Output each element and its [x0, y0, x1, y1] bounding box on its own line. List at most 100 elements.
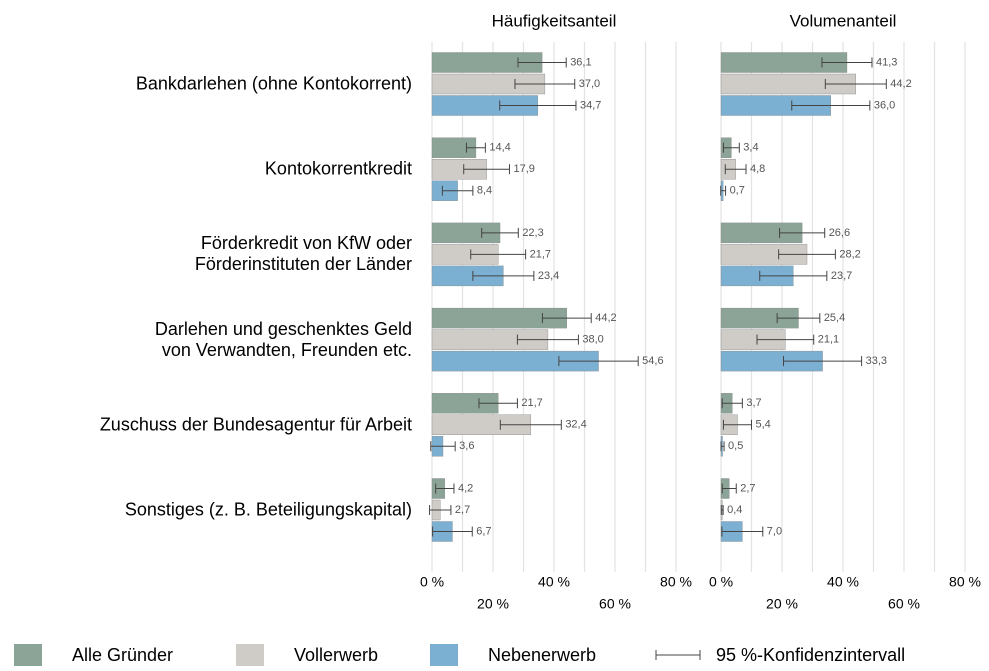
error-bar	[435, 483, 455, 494]
value-label: 41,3	[876, 56, 897, 68]
value-label: 33,3	[866, 355, 887, 367]
value-label: 2,7	[740, 482, 755, 494]
value-label: 6,7	[476, 525, 491, 537]
value-label: 21,7	[521, 397, 542, 409]
x-tick-label: 80 %	[949, 574, 981, 590]
value-label: 0,4	[727, 504, 742, 516]
legend-label: 95 %-Konfidenzintervall	[716, 645, 905, 665]
x-tick-label: 60 %	[888, 596, 920, 612]
legend-label: Alle Gründer	[72, 645, 173, 665]
value-label: 4,2	[458, 482, 473, 494]
x-tick-label: 20 %	[477, 596, 509, 612]
error-bar	[465, 142, 486, 153]
value-label: 37,0	[579, 78, 600, 90]
value-label: 21,1	[818, 334, 839, 346]
legend-label: Nebenerwerb	[488, 645, 596, 665]
error-bar	[558, 356, 639, 367]
x-tick-label: 80 %	[660, 574, 692, 590]
error-bar	[778, 249, 836, 260]
value-label: 2,7	[455, 504, 470, 516]
value-label: 28,2	[839, 248, 860, 260]
x-tick-label: 0 %	[420, 574, 444, 590]
error-bar	[472, 270, 535, 281]
category-label: Zuschuss der Bundesagentur für Arbeit	[99, 414, 412, 435]
panel-title: Volumenanteil	[790, 11, 897, 30]
legend-label: Vollerwerb	[294, 645, 378, 665]
x-tick-label: 0 %	[709, 574, 733, 590]
value-label: 5,4	[756, 419, 771, 431]
value-label: 36,1	[570, 56, 591, 68]
value-label: 26,6	[829, 227, 850, 239]
value-label: 44,2	[890, 78, 911, 90]
legend-swatch	[430, 644, 458, 666]
error-bar	[481, 227, 519, 238]
x-tick-label: 20 %	[766, 596, 798, 612]
error-bar	[514, 79, 576, 89]
error-bar	[759, 270, 828, 281]
legend-swatch	[236, 644, 264, 666]
x-tick-label: 40 %	[538, 574, 570, 590]
error-bar	[791, 100, 871, 111]
category-label: Sonstiges (z. B. Beteiligungskapital)	[124, 499, 412, 520]
value-label: 22,3	[522, 227, 543, 239]
value-label: 36,0	[874, 99, 895, 111]
error-bar	[721, 483, 737, 494]
value-label: 34,7	[580, 99, 601, 111]
error-bar	[499, 100, 577, 111]
value-label: 44,2	[595, 312, 616, 324]
category-label: Bankdarlehen (ohne Kontokorrent)	[135, 73, 412, 94]
category-label: Kontokorrentkredit	[264, 158, 412, 179]
error-bar	[722, 419, 752, 430]
error-bar	[429, 505, 452, 515]
error-bar	[478, 398, 518, 409]
value-label: 32,4	[565, 419, 586, 431]
value-label: 3,6	[459, 440, 474, 452]
value-label: 4,8	[750, 163, 765, 175]
value-label: 21,7	[530, 248, 551, 260]
value-label: 3,4	[743, 142, 758, 154]
error-bar	[721, 398, 743, 409]
error-bar	[720, 185, 727, 196]
value-label: 8,4	[477, 185, 492, 197]
value-label: 23,4	[538, 270, 559, 282]
category-label: Darlehen und geschenktes Geld von Verwan…	[154, 318, 412, 360]
error-bar	[432, 526, 473, 537]
error-bar	[821, 57, 873, 68]
error-bar	[721, 526, 764, 537]
error-bar	[779, 227, 826, 238]
value-label: 0,7	[730, 185, 745, 197]
value-label: 3,7	[746, 397, 761, 409]
x-tick-label: 40 %	[827, 574, 859, 590]
error-bar	[441, 185, 474, 196]
legend-swatch	[14, 644, 42, 666]
error-bar	[499, 419, 562, 430]
category-label: Förderkredit von KfW oder Förderinstitut…	[194, 233, 412, 275]
value-label: 0,5	[728, 440, 743, 452]
error-bar	[541, 313, 592, 324]
error-bar	[724, 164, 747, 175]
value-label: 54,6	[642, 355, 663, 367]
panel-title: Häufigkeitsanteil	[492, 11, 617, 30]
error-bar	[720, 505, 724, 515]
error-bar	[776, 313, 821, 324]
value-label: 25,4	[824, 312, 845, 324]
value-label: 17,9	[513, 163, 534, 175]
value-label: 7,0	[767, 525, 782, 537]
error-bar	[783, 356, 863, 367]
error-bar	[463, 164, 510, 175]
error-bar	[756, 334, 815, 345]
error-bar	[824, 79, 887, 89]
error-bar	[470, 249, 527, 260]
error-bar	[720, 441, 725, 452]
error-bar	[430, 441, 456, 452]
error-bar	[722, 142, 740, 153]
value-label: 14,4	[489, 142, 510, 154]
value-label: 23,7	[831, 270, 852, 282]
x-tick-label: 60 %	[599, 596, 631, 612]
error-bar	[516, 334, 579, 345]
legend-error-icon	[655, 650, 701, 660]
error-bar	[517, 57, 567, 68]
value-label: 38,0	[582, 334, 603, 346]
